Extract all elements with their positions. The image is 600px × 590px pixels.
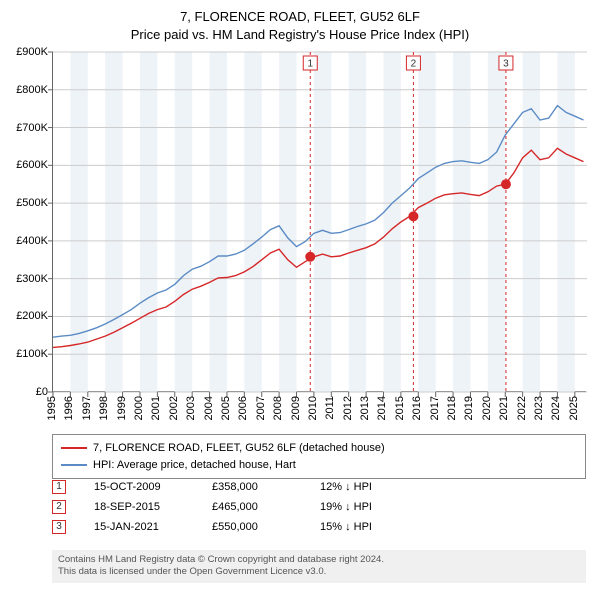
x-tick-label: 1996 bbox=[63, 396, 75, 420]
x-tick-label: 2023 bbox=[533, 396, 545, 420]
x-tick-label: 1998 bbox=[98, 396, 110, 420]
event-date: 15-OCT-2009 bbox=[94, 481, 184, 493]
x-tick-label: 2018 bbox=[446, 396, 458, 420]
event-value: £550,000 bbox=[212, 521, 292, 533]
x-tick-label: 2025 bbox=[568, 396, 580, 420]
x-tick-label: 2017 bbox=[429, 396, 441, 420]
footer-line1: Contains HM Land Registry data © Crown c… bbox=[58, 554, 580, 566]
title-line1: 7, FLORENCE ROAD, FLEET, GU52 6LF bbox=[0, 8, 600, 26]
x-tick-label: 2024 bbox=[550, 396, 562, 420]
x-tick-label: 2020 bbox=[481, 396, 493, 420]
chart-plot-area: 1 2 3 bbox=[52, 52, 586, 392]
x-tick-label: 2009 bbox=[290, 396, 302, 420]
x-tick-label: 2008 bbox=[272, 396, 284, 420]
x-tick-label: 2022 bbox=[516, 396, 528, 420]
x-tick-label: 2016 bbox=[411, 396, 423, 420]
x-tick-label: 2011 bbox=[324, 396, 336, 420]
event-value: £465,000 bbox=[212, 501, 292, 513]
x-tick-label: 2021 bbox=[498, 396, 510, 420]
x-tick-label: 2006 bbox=[237, 396, 249, 420]
x-tick-label: 2000 bbox=[133, 396, 145, 420]
legend-item: HPI: Average price, detached house, Hart bbox=[61, 457, 577, 474]
event-vs-hpi: 15% ↓ HPI bbox=[320, 521, 372, 533]
x-tick-label: 2004 bbox=[203, 396, 215, 420]
title-block: 7, FLORENCE ROAD, FLEET, GU52 6LF Price … bbox=[0, 0, 600, 43]
title-line2: Price paid vs. HM Land Registry's House … bbox=[0, 26, 600, 44]
y-tick-label: £400K bbox=[2, 235, 48, 247]
x-tick-label: 2005 bbox=[220, 396, 232, 420]
x-tick-label: 1999 bbox=[116, 396, 128, 420]
x-tick-label: 2019 bbox=[463, 396, 475, 420]
x-tick-label: 2001 bbox=[150, 396, 162, 420]
legend-label: 7, FLORENCE ROAD, FLEET, GU52 6LF (detac… bbox=[93, 440, 385, 457]
y-tick-label: £600K bbox=[2, 159, 48, 171]
y-tick-label: £500K bbox=[2, 197, 48, 209]
legend-swatch bbox=[61, 447, 87, 449]
x-tick-label: 2015 bbox=[394, 396, 406, 420]
x-tick-label: 2014 bbox=[376, 396, 388, 420]
event-badge: 2 bbox=[52, 500, 66, 514]
svg-text:2: 2 bbox=[411, 59, 417, 70]
events-table: 1 15-OCT-2009 £358,000 12% ↓ HPI 2 18-SE… bbox=[52, 480, 586, 540]
y-tick-label: £0 bbox=[2, 386, 48, 398]
y-tick-label: £200K bbox=[2, 310, 48, 322]
footer: Contains HM Land Registry data © Crown c… bbox=[52, 550, 586, 583]
event-badge: 1 bbox=[52, 480, 66, 494]
y-tick-label: £300K bbox=[2, 273, 48, 285]
legend-label: HPI: Average price, detached house, Hart bbox=[93, 457, 296, 474]
x-tick-label: 2013 bbox=[359, 396, 371, 420]
legend: 7, FLORENCE ROAD, FLEET, GU52 6LF (detac… bbox=[52, 434, 586, 479]
footer-line2: This data is licensed under the Open Gov… bbox=[58, 566, 580, 578]
event-vs-hpi: 12% ↓ HPI bbox=[320, 481, 372, 493]
x-tick-label: 1995 bbox=[46, 396, 58, 420]
event-row: 3 15-JAN-2021 £550,000 15% ↓ HPI bbox=[52, 520, 586, 534]
event-row: 2 18-SEP-2015 £465,000 19% ↓ HPI bbox=[52, 500, 586, 514]
event-value: £358,000 bbox=[212, 481, 292, 493]
y-tick-label: £700K bbox=[2, 122, 48, 134]
svg-text:1: 1 bbox=[307, 59, 313, 70]
legend-item: 7, FLORENCE ROAD, FLEET, GU52 6LF (detac… bbox=[61, 440, 577, 457]
x-tick-label: 2010 bbox=[307, 396, 319, 420]
chart-svg: 1 2 3 bbox=[53, 52, 587, 392]
legend-swatch bbox=[61, 464, 87, 466]
x-tick-label: 2012 bbox=[342, 396, 354, 420]
x-tick-label: 2007 bbox=[255, 396, 267, 420]
x-tick-label: 2003 bbox=[185, 396, 197, 420]
event-row: 1 15-OCT-2009 £358,000 12% ↓ HPI bbox=[52, 480, 586, 494]
event-date: 18-SEP-2015 bbox=[94, 501, 184, 513]
y-tick-label: £900K bbox=[2, 46, 48, 58]
y-tick-label: £800K bbox=[2, 84, 48, 96]
event-vs-hpi: 19% ↓ HPI bbox=[320, 501, 372, 513]
event-date: 15-JAN-2021 bbox=[94, 521, 184, 533]
svg-text:3: 3 bbox=[503, 59, 509, 70]
x-tick-label: 2002 bbox=[168, 396, 180, 420]
x-tick-label: 1997 bbox=[81, 396, 93, 420]
event-badge: 3 bbox=[52, 520, 66, 534]
y-tick-label: £100K bbox=[2, 348, 48, 360]
